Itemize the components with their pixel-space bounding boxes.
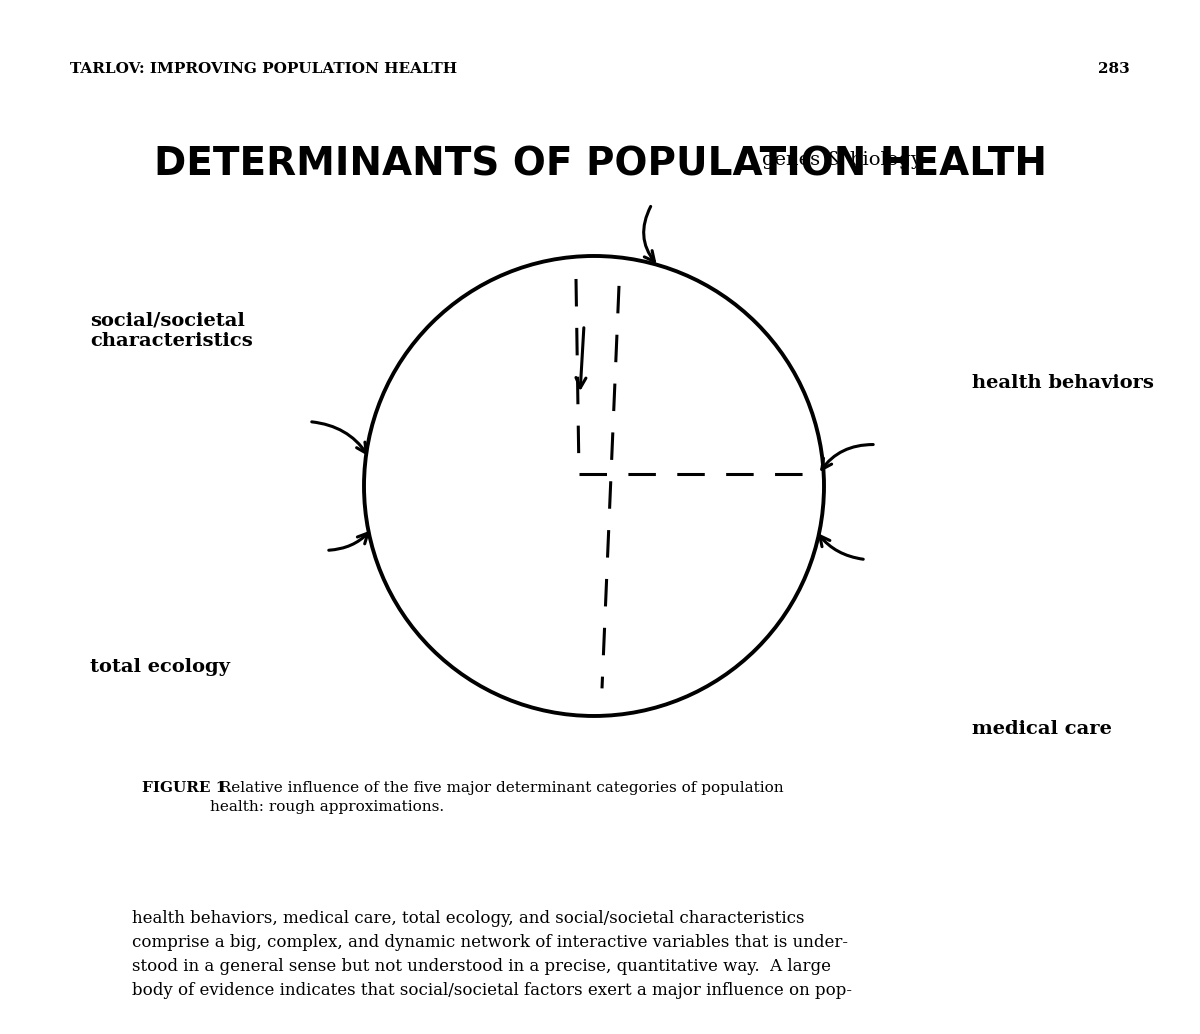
Text: genes & biology: genes & biology — [762, 151, 922, 170]
Text: health behaviors: health behaviors — [972, 373, 1154, 392]
FancyArrowPatch shape — [329, 534, 368, 550]
Text: total ecology: total ecology — [90, 658, 230, 676]
FancyArrowPatch shape — [312, 422, 366, 453]
Text: health behaviors, medical care, total ecology, and social/societal characteristi: health behaviors, medical care, total ec… — [132, 910, 852, 1000]
FancyArrowPatch shape — [643, 207, 654, 262]
Text: DETERMINANTS OF POPULATION HEALTH: DETERMINANTS OF POPULATION HEALTH — [154, 145, 1046, 183]
FancyArrowPatch shape — [576, 328, 586, 388]
Text: FIGURE 1.: FIGURE 1. — [142, 781, 232, 795]
Text: Relative influence of the five major determinant categories of population
health: Relative influence of the five major det… — [210, 781, 784, 814]
FancyArrowPatch shape — [820, 536, 863, 559]
Text: TARLOV: IMPROVING POPULATION HEALTH: TARLOV: IMPROVING POPULATION HEALTH — [70, 62, 457, 77]
Text: social/societal
characteristics: social/societal characteristics — [90, 311, 253, 351]
Text: 283: 283 — [1098, 62, 1130, 77]
Text: medical care: medical care — [972, 720, 1112, 738]
FancyArrowPatch shape — [822, 445, 874, 469]
